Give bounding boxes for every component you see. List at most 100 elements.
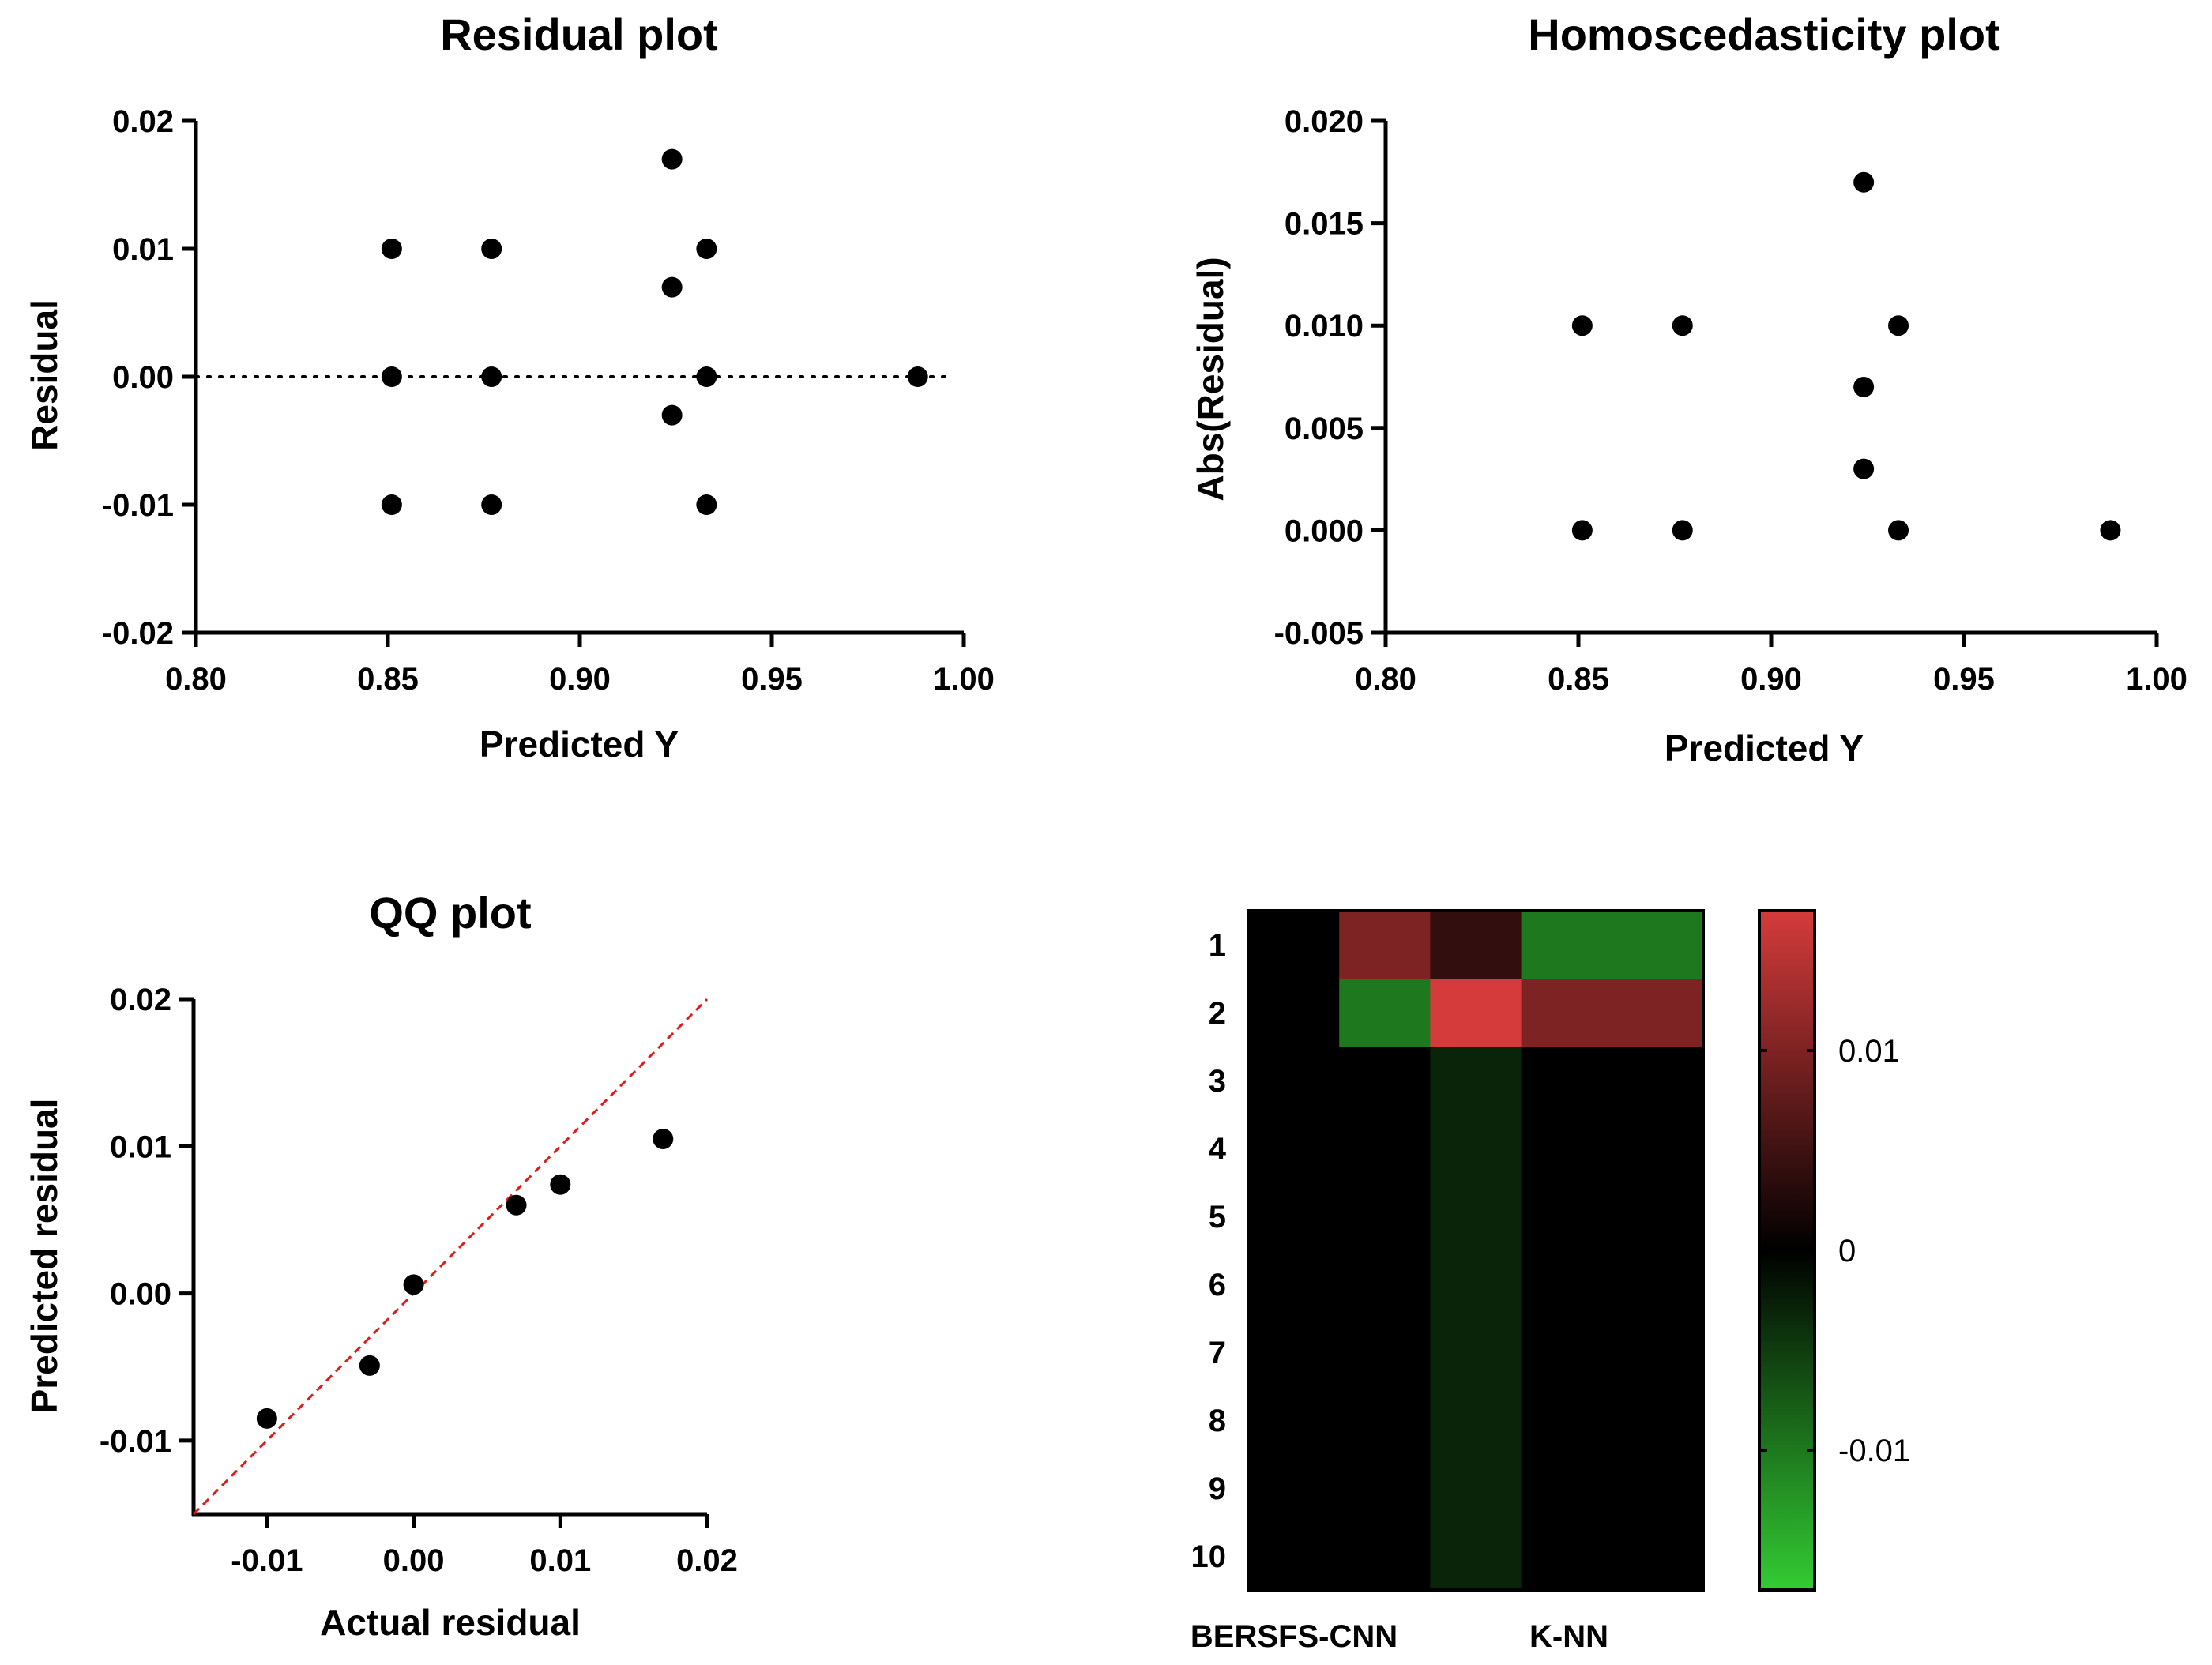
qq-plot-title: QQ plot bbox=[369, 888, 531, 938]
homoscedasticity-plot-x-tick-label: 0.90 bbox=[1740, 662, 1802, 697]
qq-plot-x-label: Actual residual bbox=[320, 1602, 581, 1643]
heatmap-cell bbox=[1430, 911, 1522, 979]
homoscedasticity-plot-x-tick-label: 0.85 bbox=[1548, 662, 1609, 697]
residual-plot-y-tick-label: -0.02 bbox=[102, 616, 174, 651]
qq-plot-marks: -0.01 0.00 0.01 0.02 -0.01 0.00 0.01 0.02 bbox=[100, 983, 738, 1578]
heatmap-row-label: 1 bbox=[1209, 928, 1226, 963]
qq-plot-y-tick-label: -0.01 bbox=[100, 1424, 171, 1459]
heatmap-row-label: 6 bbox=[1209, 1268, 1226, 1302]
residual-plot-y-tick-label: 0.02 bbox=[112, 104, 174, 139]
heatmap-cell bbox=[1430, 1047, 1522, 1115]
homoscedasticity-plot-point bbox=[1571, 520, 1593, 541]
heatmap-cell bbox=[1248, 1386, 1340, 1455]
heatmap-row-label: 9 bbox=[1209, 1471, 1226, 1506]
residual-plot-point bbox=[661, 148, 683, 170]
qq-plot-panel: QQ plot -0.01 0.00 0.01 0.02 -0.01 0.00 0.01 0.… bbox=[24, 888, 738, 1643]
heatmap-cell bbox=[1612, 1522, 1704, 1591]
heatmap-panel: 1 2 3 4 5 6 7 8 9 10 BERSFS-CNN K-NN 0.01 0 -0.01 bbox=[1191, 909, 1910, 1654]
heatmap-cell bbox=[1248, 1318, 1340, 1387]
homoscedasticity-plot-y-tick-label: 0.020 bbox=[1285, 104, 1364, 139]
homoscedasticity-plot-point bbox=[1672, 520, 1693, 541]
heatmap-marks: 1 2 3 4 5 6 7 8 9 10 BERSFS-CNN K-NN bbox=[1191, 909, 1705, 1654]
heatmap-cell bbox=[1339, 1522, 1431, 1591]
homoscedasticity-plot-x-tick-label: 0.95 bbox=[1933, 662, 1995, 697]
heatmap-cell bbox=[1248, 911, 1340, 979]
homoscedasticity-plot-marks: 0.80 0.85 0.90 0.95 1.00 -0.005 0.000 0.005 0.01… bbox=[1274, 104, 2188, 697]
heatmap-cell bbox=[1521, 1047, 1613, 1115]
qq-plot-point bbox=[359, 1355, 380, 1376]
heatmap-cell bbox=[1521, 1182, 1613, 1251]
heatmap-cell bbox=[1612, 1386, 1704, 1455]
heatmap-cell bbox=[1612, 1182, 1704, 1251]
residual-plot-x-tick-label: 0.85 bbox=[357, 662, 419, 697]
qq-plot-point bbox=[506, 1194, 527, 1216]
homoscedasticity-plot-point bbox=[1888, 315, 1909, 336]
residual-plot-point bbox=[381, 494, 402, 515]
heatmap-cell bbox=[1248, 1047, 1340, 1115]
qq-plot-point bbox=[256, 1408, 277, 1429]
heatmap-cell bbox=[1248, 1454, 1340, 1523]
qq-plot-x-tick-label: 0.01 bbox=[529, 1543, 591, 1578]
qq-plot-identity-line bbox=[192, 998, 709, 1516]
residual-plot-point bbox=[381, 366, 402, 387]
homoscedasticity-plot-x-tick-label: 0.80 bbox=[1355, 662, 1416, 697]
qq-plot-x-tick-label: -0.01 bbox=[231, 1543, 303, 1578]
homoscedasticity-plot-x-label: Predicted Y bbox=[1665, 727, 1864, 769]
heatmap-cell bbox=[1430, 979, 1522, 1047]
residual-plot-point bbox=[696, 239, 717, 259]
heatmap-cell bbox=[1339, 911, 1431, 979]
homoscedasticity-plot-panel: Homoscedasticity plot 0.80 0.85 0.90 0.95 1.… bbox=[1190, 9, 2188, 769]
heatmap-column-label: BERSFS-CNN bbox=[1191, 1619, 1398, 1654]
residual-plot-x-tick-label: 0.95 bbox=[741, 662, 803, 697]
heatmap-cell bbox=[1612, 1114, 1704, 1183]
heatmap-cell bbox=[1612, 911, 1704, 979]
homoscedasticity-plot-title: Homoscedasticity plot bbox=[1528, 9, 1999, 59]
heatmap-cell bbox=[1339, 1250, 1431, 1319]
qq-plot-y-label: Predicted residual bbox=[24, 1099, 65, 1414]
heatmap-cell bbox=[1521, 1522, 1613, 1591]
colorbar-tick-label: -0.01 bbox=[1838, 1434, 1910, 1468]
residual-plot-y-tick-label: -0.01 bbox=[102, 488, 174, 523]
colorbar-tick-label: 0.01 bbox=[1838, 1034, 1900, 1069]
qq-plot-x-tick-label: 0.00 bbox=[383, 1543, 445, 1578]
heatmap-cell bbox=[1521, 1386, 1613, 1455]
heatmap-cell bbox=[1248, 1522, 1340, 1591]
qq-plot-point bbox=[550, 1174, 571, 1195]
homoscedasticity-plot-x-tick-label: 1.00 bbox=[2126, 662, 2188, 697]
heatmap-cell bbox=[1339, 1386, 1431, 1455]
residual-plot-point bbox=[661, 404, 683, 426]
heatmap-cell bbox=[1339, 1454, 1431, 1523]
qq-plot-point bbox=[403, 1274, 424, 1295]
colorbar-tick-label: 0 bbox=[1838, 1234, 1856, 1268]
heatmap-cell bbox=[1248, 979, 1340, 1047]
heatmap-cell bbox=[1612, 1454, 1704, 1523]
qq-plot-y-tick-label: 0.00 bbox=[110, 1277, 171, 1312]
residual-plot-point bbox=[481, 366, 502, 387]
homoscedasticity-plot-point bbox=[1853, 458, 1875, 479]
heatmap-cell bbox=[1430, 1386, 1522, 1455]
heatmap-cell bbox=[1339, 1182, 1431, 1251]
residual-plot-point bbox=[696, 494, 717, 515]
heatmap-row-label: 3 bbox=[1209, 1064, 1226, 1099]
residual-plot-x-label: Predicted Y bbox=[480, 724, 679, 765]
heatmap-row-label: 5 bbox=[1209, 1200, 1226, 1235]
residual-plot-y-label: Residual bbox=[24, 299, 65, 451]
heatmap-column-label: K-NN bbox=[1529, 1619, 1608, 1654]
heatmap-cell bbox=[1612, 1318, 1704, 1387]
heatmap-row-label: 10 bbox=[1191, 1539, 1227, 1574]
residual-plot-y-tick-label: 0.00 bbox=[112, 360, 174, 395]
heatmap-row-label: 7 bbox=[1209, 1336, 1226, 1370]
heatmap-cell bbox=[1521, 911, 1613, 979]
heatmap-cell bbox=[1521, 979, 1613, 1047]
heatmap-cell bbox=[1521, 1454, 1613, 1523]
heatmap-cell bbox=[1430, 1522, 1522, 1591]
homoscedasticity-plot-y-label: Abs(Residual) bbox=[1190, 257, 1231, 501]
heatmap-cell bbox=[1612, 1047, 1704, 1115]
qq-plot-x-tick-label: 0.02 bbox=[676, 1543, 738, 1578]
qq-plot-point bbox=[653, 1128, 674, 1149]
residual-plot-x-tick-label: 1.00 bbox=[933, 662, 995, 697]
heatmap-cell bbox=[1430, 1318, 1522, 1387]
homoscedasticity-plot-point bbox=[2100, 520, 2121, 541]
heatmap-cell bbox=[1339, 979, 1431, 1047]
heatmap-row-label: 2 bbox=[1209, 996, 1226, 1031]
